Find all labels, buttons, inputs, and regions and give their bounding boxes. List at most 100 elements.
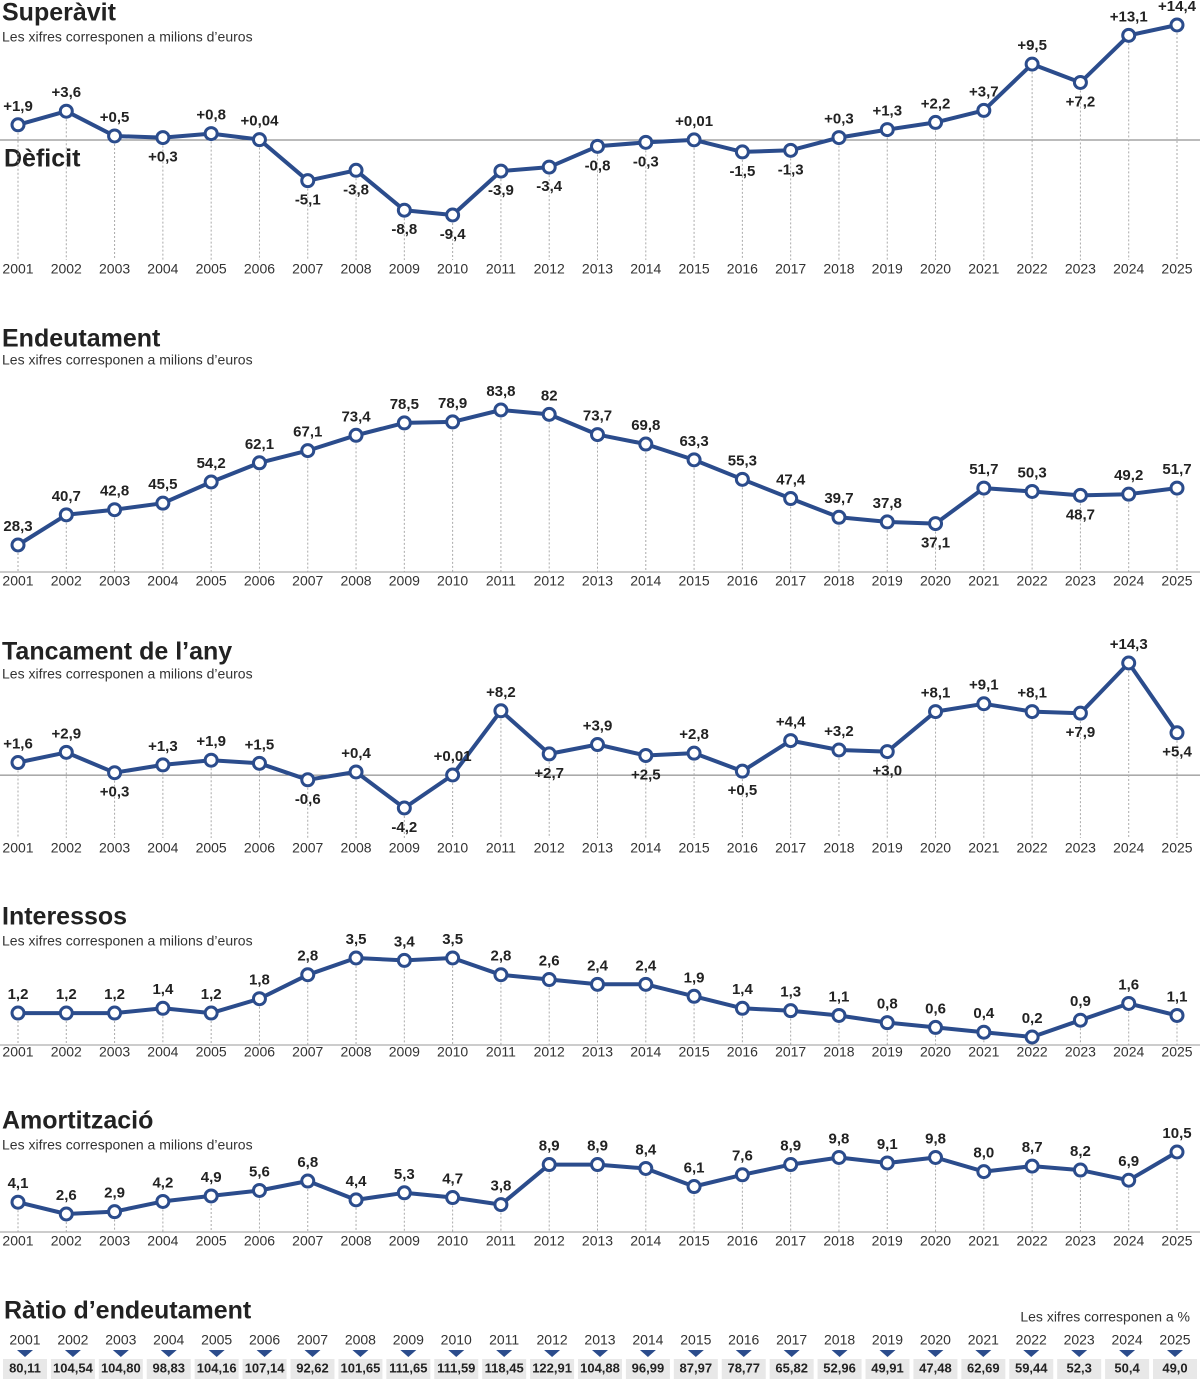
data-label: +0,01 — [434, 748, 472, 765]
x-tick-label: 2019 — [872, 261, 903, 277]
point — [1024, 1029, 1040, 1045]
column-header: 2015 — [680, 1332, 711, 1348]
point — [493, 402, 509, 418]
x-tick-label: 2020 — [920, 261, 951, 277]
point — [1121, 486, 1137, 502]
x-tick-label: 2012 — [534, 1044, 565, 1060]
data-label: 1,6 — [1118, 976, 1139, 993]
data-label: +1,9 — [196, 733, 226, 750]
marker — [735, 1350, 752, 1357]
x-tick-label: 2023 — [1065, 840, 1096, 856]
data-label: 0,9 — [1070, 993, 1091, 1010]
x-tick-label: 2021 — [968, 573, 999, 589]
x-tick-label: 2004 — [147, 1044, 178, 1060]
point — [58, 1005, 74, 1021]
data-label: 1,2 — [8, 986, 29, 1003]
point — [300, 443, 316, 459]
data-label: 1,8 — [249, 972, 270, 989]
data-label: 37,8 — [873, 495, 902, 512]
x-tick-label: 2019 — [872, 840, 903, 856]
column-header: 2002 — [57, 1332, 88, 1348]
marker — [1167, 1350, 1183, 1357]
cell-bg — [146, 1359, 191, 1379]
x-tick-label: 2016 — [727, 261, 758, 277]
data-label: -4,2 — [391, 819, 417, 836]
cell-bg — [530, 1359, 575, 1379]
x-tick-label: 2003 — [99, 261, 130, 277]
cell-bg — [3, 1359, 47, 1379]
data-label: +2,7 — [534, 765, 564, 782]
data-label: +7,9 — [1066, 724, 1096, 741]
data-label: 3,5 — [346, 931, 367, 948]
marker — [592, 1350, 608, 1357]
x-tick-label: 2005 — [196, 840, 227, 856]
x-tick-label: 2023 — [1065, 573, 1096, 589]
marker — [17, 1350, 33, 1357]
point — [686, 1179, 702, 1195]
x-tick-label: 2022 — [1017, 1233, 1048, 1249]
cell-value: 49,91 — [871, 1360, 904, 1375]
data-label: +0,5 — [728, 782, 758, 799]
point — [976, 1024, 992, 1040]
x-tick-label: 2025 — [1161, 573, 1192, 589]
point — [396, 415, 412, 431]
cell-bg — [98, 1359, 143, 1379]
data-label: +2,5 — [631, 766, 661, 783]
marker — [1023, 1350, 1040, 1357]
cell-value: 118,45 — [485, 1360, 524, 1375]
x-tick-label: 2020 — [920, 1044, 951, 1060]
data-label: 48,7 — [1066, 506, 1095, 523]
point — [1024, 704, 1040, 720]
marker — [879, 1350, 896, 1357]
data-label: 8,9 — [587, 1138, 608, 1155]
x-tick-label: 2002 — [51, 1044, 82, 1060]
data-label: 1,4 — [732, 981, 754, 998]
data-label: 1,4 — [152, 981, 174, 998]
column-header: 2004 — [153, 1332, 184, 1348]
x-tick-label: 2022 — [1017, 840, 1048, 856]
x-tick-label: 2003 — [99, 573, 130, 589]
point — [928, 704, 944, 720]
column-header: 2012 — [537, 1332, 568, 1348]
data-label: 0,4 — [973, 1005, 995, 1022]
data-label: 9,8 — [925, 1130, 946, 1147]
marker — [496, 1350, 513, 1357]
point — [348, 764, 364, 780]
x-tick-label: 2018 — [823, 573, 854, 589]
cell-value: 52,96 — [823, 1360, 856, 1375]
x-tick-label: 2010 — [437, 261, 468, 277]
data-label: 8,2 — [1070, 1143, 1091, 1160]
x-tick-label: 2014 — [630, 1044, 661, 1060]
point — [541, 159, 557, 175]
point — [976, 696, 992, 712]
x-tick-label: 2023 — [1065, 1233, 1096, 1249]
point — [928, 516, 944, 532]
x-tick-label: 2007 — [292, 1233, 323, 1249]
data-label: 4,4 — [346, 1173, 368, 1190]
point — [734, 471, 750, 487]
point — [879, 744, 895, 760]
x-tick-label: 2025 — [1161, 1044, 1192, 1060]
point — [638, 436, 654, 452]
data-label: 2,4 — [635, 957, 657, 974]
point — [493, 1197, 509, 1213]
data-label: +9,5 — [1017, 37, 1047, 54]
data-label: 51,7 — [969, 461, 998, 478]
cell-bg — [625, 1359, 670, 1379]
point — [1121, 995, 1137, 1011]
cell-value: 47,48 — [919, 1360, 952, 1375]
data-label: 45,5 — [148, 476, 177, 493]
data-label: +0,04 — [240, 113, 279, 130]
data-label: -0,3 — [633, 153, 659, 170]
point — [879, 1155, 895, 1171]
data-label: 4,2 — [152, 1174, 173, 1191]
point — [58, 507, 74, 523]
point — [493, 703, 509, 719]
data-label: 2,8 — [297, 948, 318, 965]
point — [783, 491, 799, 507]
cell-bg — [1009, 1359, 1054, 1379]
x-tick-label: 2022 — [1017, 573, 1048, 589]
data-label: +9,1 — [969, 677, 999, 694]
